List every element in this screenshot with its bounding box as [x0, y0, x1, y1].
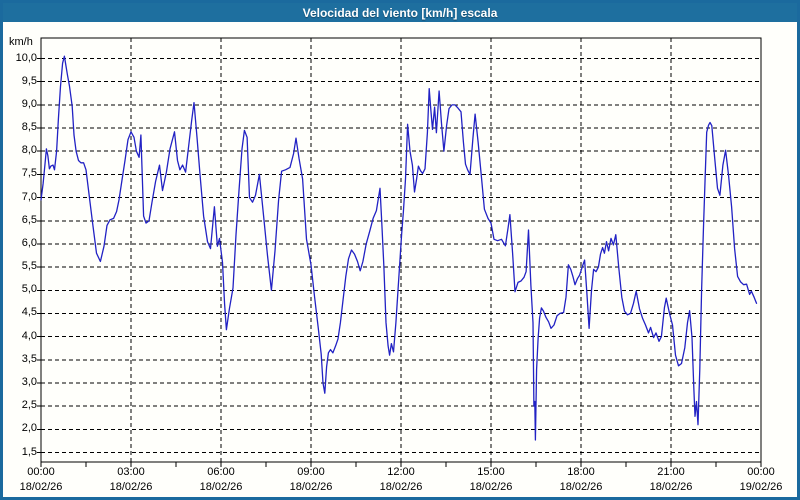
- x-tick-date-label: 18/02/26: [559, 481, 603, 493]
- x-tick-date-label: 18/02/26: [19, 481, 63, 493]
- wind-speed-series: [40, 55, 758, 441]
- y-tick-label: 9,0: [21, 97, 37, 110]
- y-tick-label: 2,5: [21, 399, 37, 412]
- x-tick-date-label: 18/02/26: [199, 481, 243, 493]
- y-tick-label: 7,5: [21, 167, 37, 180]
- y-tick-label: 6,0: [21, 236, 37, 249]
- x-tick-time-label: 12:00: [387, 466, 415, 478]
- x-tick-time-label: 09:00: [297, 466, 325, 478]
- x-tick-time-label: 21:00: [657, 466, 685, 478]
- x-tick-time-label: 18:00: [567, 466, 595, 478]
- x-tick-time-label: 06:00: [207, 466, 235, 478]
- y-tick-label: 10,0: [15, 51, 37, 64]
- chart-area: km/h 10,0 9,5 9,0 8,5 8,0 7,5 7,0 6,5 6,0 5,5 5,0 4…: [3, 22, 797, 497]
- y-tick-label: 9,5: [21, 74, 37, 87]
- y-tick-label: 3,5: [21, 352, 37, 365]
- x-tick-time-label: 15:00: [477, 466, 505, 478]
- y-tick-label: 5,5: [21, 260, 37, 273]
- y-tick-label: 5,0: [21, 283, 37, 296]
- y-tick-label: 6,5: [21, 213, 37, 226]
- x-tick-time-label: 03:00: [117, 466, 145, 478]
- y-tick-label: 4,5: [21, 306, 37, 319]
- plot-border: [40, 37, 762, 463]
- y-tick-label: 8,5: [21, 121, 37, 134]
- chart-title-bar: Velocidad del viento [km/h] escala: [3, 3, 797, 22]
- x-tick-date-label: 18/02/26: [649, 481, 693, 493]
- y-tick-label: 7,0: [21, 190, 37, 203]
- x-tick-date-label: 18/02/26: [469, 481, 513, 493]
- y-tick-label: 3,0: [21, 375, 37, 388]
- x-tick-date-label: 19/02/26: [739, 481, 783, 493]
- chart-title: Velocidad del viento [km/h] escala: [302, 5, 498, 20]
- y-tick-label: 4,0: [21, 329, 37, 342]
- y-tick-label: 2,0: [21, 422, 37, 435]
- x-tick-date-label: 18/02/26: [379, 481, 423, 493]
- x-tick-date-label: 18/02/26: [289, 481, 333, 493]
- wind-speed-line-chart: [37, 37, 762, 467]
- x-tick-date-label: 18/02/26: [109, 481, 153, 493]
- y-tick-label: 8,0: [21, 144, 37, 157]
- x-tick-time-label: 00:00: [747, 466, 775, 478]
- y-tick-label: 1,5: [21, 445, 37, 458]
- y-axis-unit-label: km/h: [9, 36, 33, 48]
- x-tick-time-label: 00:00: [27, 466, 55, 478]
